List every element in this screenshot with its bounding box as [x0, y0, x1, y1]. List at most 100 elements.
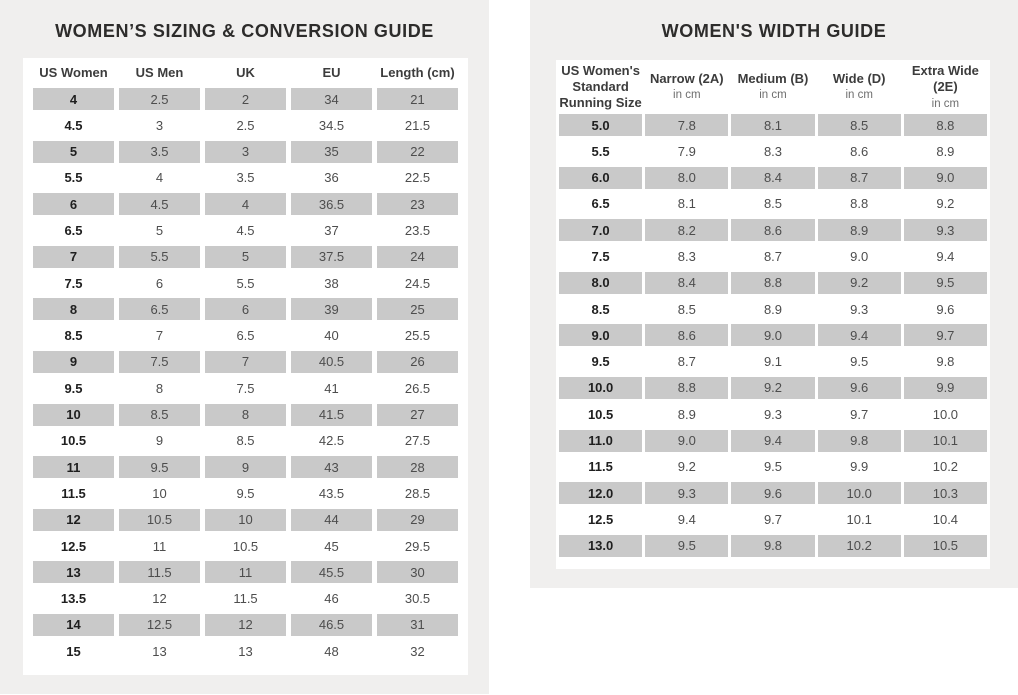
value-cell: 8.9: [763, 301, 783, 317]
table-row: 9.5 8.7 9.1 9.5 9.8: [559, 351, 987, 373]
value-cell: 4: [205, 193, 286, 216]
column-header-label: UK: [236, 64, 255, 80]
size-cell: 5.5: [591, 143, 610, 159]
table-row: 9.5 8 7.5 41 26.5: [33, 377, 458, 399]
column-header-label: US Women: [39, 64, 108, 80]
value-cell: 40.5: [291, 350, 372, 373]
size-cell: 9: [33, 350, 114, 373]
value-cell: 8.6: [850, 143, 869, 159]
value-cell: 9.0: [850, 248, 869, 264]
value-cell: 9.8: [936, 354, 955, 370]
value-cell: 9.0: [731, 324, 815, 347]
column-header-label: Extra Wide (2E): [911, 63, 979, 95]
size-cell: 10.5: [587, 406, 614, 422]
value-cell: 8.5: [236, 433, 255, 449]
value-cell: 9.5: [850, 354, 869, 370]
table-row: 6 4.5 4 36.5 23: [33, 193, 458, 216]
value-cell: 8.7: [677, 354, 696, 370]
size-cell: 4: [33, 88, 114, 110]
width-guide-panel: WOMEN'S WIDTH GUIDE US Women's Standard …: [530, 0, 1018, 588]
value-cell: 8.5: [119, 403, 200, 426]
value-cell: 31: [377, 613, 458, 636]
value-cell: 3.5: [119, 140, 200, 163]
value-cell: 28: [377, 456, 458, 479]
size-cell: 6: [33, 193, 114, 216]
value-cell: 11: [152, 538, 167, 554]
size-cell: 8.5: [591, 301, 610, 317]
value-cell: 9.4: [817, 324, 901, 347]
value-cell: 10: [205, 508, 286, 531]
column-header: Length (cm): [377, 65, 458, 81]
size-cell: 6.0: [559, 166, 643, 189]
size-cell: 7.5: [64, 275, 83, 291]
value-cell: 8.8: [731, 271, 815, 294]
value-cell: 8.8: [645, 376, 729, 399]
column-header-label: US Men: [135, 64, 184, 80]
size-cell: 12.5: [60, 538, 87, 554]
size-cell: 5.0: [559, 114, 643, 136]
value-cell: 8.7: [817, 166, 901, 189]
table-row: 4 2.5 2 34 21: [33, 88, 458, 110]
column-header-unit: in cm: [673, 89, 701, 102]
value-cell: 9.2: [677, 459, 696, 475]
value-cell: 37: [324, 222, 339, 238]
width-guide-table: US Women's Standard Running Size Narrow (…: [556, 60, 990, 569]
value-cell: 8.5: [677, 301, 696, 317]
value-cell: 10.5: [119, 508, 200, 531]
value-cell: 22.5: [404, 170, 431, 186]
value-cell: 8: [155, 380, 164, 396]
value-cell: 9.3: [903, 219, 987, 242]
value-cell: 8.8: [903, 114, 987, 136]
value-cell: 3: [205, 140, 286, 163]
value-cell: 8.3: [763, 143, 783, 159]
value-cell: 8: [205, 403, 286, 426]
value-cell: 5: [155, 222, 164, 238]
value-cell: 5.5: [236, 275, 255, 291]
value-cell: 10.2: [817, 534, 901, 557]
column-header-label: EU: [322, 64, 341, 80]
table-row: 7.5 6 5.5 38 24.5: [33, 272, 458, 294]
column-header-label: Wide (D): [832, 71, 886, 87]
value-cell: 32: [410, 643, 425, 659]
value-cell: 9.8: [731, 534, 815, 557]
value-cell: 12: [152, 591, 167, 607]
table-row: 8.0 8.4 8.8 9.2 9.5: [559, 271, 987, 294]
size-cell: 8: [33, 298, 114, 321]
size-cell: 13: [33, 561, 114, 584]
value-cell: 29: [377, 508, 458, 531]
column-header: Wide (D) in cm: [818, 71, 901, 103]
table-row: 11.0 9.0 9.4 9.8 10.1: [559, 429, 987, 452]
table-row: 15 13 13 48 32: [33, 640, 458, 662]
sizing-guide-title: WOMEN’S SIZING & CONVERSION GUIDE: [55, 21, 434, 41]
column-header-unit: in cm: [931, 97, 960, 110]
value-cell: 34.5: [318, 117, 345, 133]
size-cell: 14: [33, 613, 114, 636]
size-cell: 9.5: [64, 380, 83, 396]
value-cell: 41: [324, 380, 339, 396]
value-cell: 24.5: [404, 275, 431, 291]
value-cell: 7.9: [677, 143, 696, 159]
table-row: 5.5 4 3.5 36 22.5: [33, 167, 458, 189]
value-cell: 44: [291, 508, 372, 531]
value-cell: 9.3: [645, 482, 729, 505]
sizing-conversion-panel: WOMEN’S SIZING & CONVERSION GUIDE US Wom…: [0, 0, 489, 694]
value-cell: 9.4: [677, 511, 696, 527]
width-table-body: 5.0 7.8 8.1 8.5 8.8 5.5 7.9 8.3 8.6 8.9 6.0 8.0 8.4 8…: [559, 114, 987, 557]
table-row: 11.5 10 9.5 43.5 28.5: [33, 482, 458, 504]
value-cell: 27: [377, 403, 458, 426]
value-cell: 4.5: [236, 222, 255, 238]
value-cell: 9.6: [817, 376, 901, 399]
size-cell: 5: [33, 140, 114, 163]
table-row: 13 11.5 11 45.5 30: [33, 561, 458, 584]
value-cell: 36.5: [291, 193, 372, 216]
value-cell: 8.7: [763, 248, 783, 264]
value-cell: 6: [205, 298, 286, 321]
value-cell: 13: [152, 643, 167, 659]
value-cell: 8.1: [731, 114, 815, 136]
size-cell: 12.0: [559, 482, 643, 505]
value-cell: 41.5: [291, 403, 372, 426]
value-cell: 7: [155, 328, 164, 344]
value-cell: 10.0: [817, 482, 901, 505]
table-row: 7.0 8.2 8.6 8.9 9.3: [559, 219, 987, 242]
value-cell: 10.2: [932, 459, 959, 475]
